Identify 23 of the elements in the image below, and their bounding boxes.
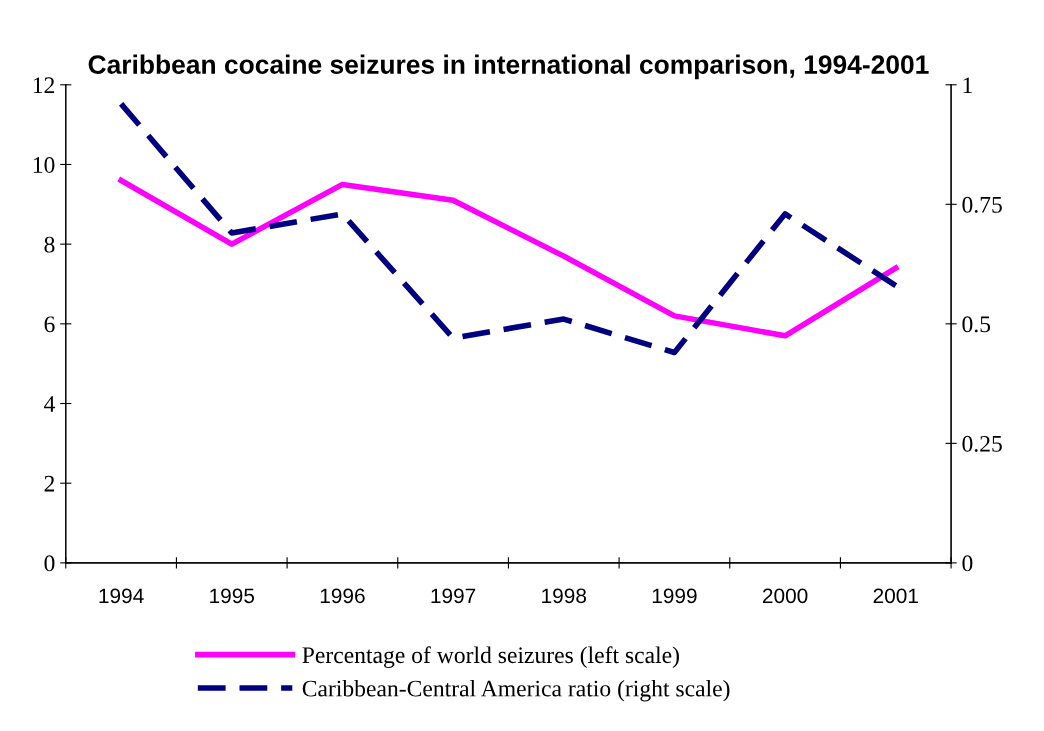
x-tick-label: 1996 [320, 588, 365, 604]
x-tick-label: 1997 [431, 588, 476, 604]
x-tick-label: 2001 [873, 588, 918, 604]
x-tick-label: 1994 [99, 588, 144, 604]
y-tick-label: 12 [33, 77, 55, 93]
x-tick-label: 1998 [542, 588, 587, 604]
x-tick-label: 2000 [762, 588, 808, 604]
y-tick-label: 4 [44, 396, 55, 412]
y-tick-label: 10 [33, 156, 55, 173]
legend-label: Caribbean-Central America ratio (right scale) [302, 679, 730, 702]
y2-tick-label: 0.5 [962, 316, 991, 333]
y-tick-label: 2 [44, 475, 55, 492]
legend-label: Percentage of world seizures (left scale) [302, 646, 679, 668]
y2-tick-label: 0.75 [962, 196, 1002, 213]
y2-tick-label: 0.25 [962, 435, 1002, 452]
y2-tick-label: 0 [962, 555, 973, 572]
y-tick-label: 0 [44, 555, 55, 572]
y-tick-label: 8 [44, 236, 55, 253]
y-tick-label: 6 [44, 316, 55, 333]
x-tick-label: 1999 [652, 588, 697, 604]
x-tick-label: 1995 [210, 588, 255, 604]
y2-tick-label: 1 [963, 77, 972, 93]
chart-title: Caribbean cocaine seizures in international comparison, 1994-2001 [88, 54, 929, 80]
